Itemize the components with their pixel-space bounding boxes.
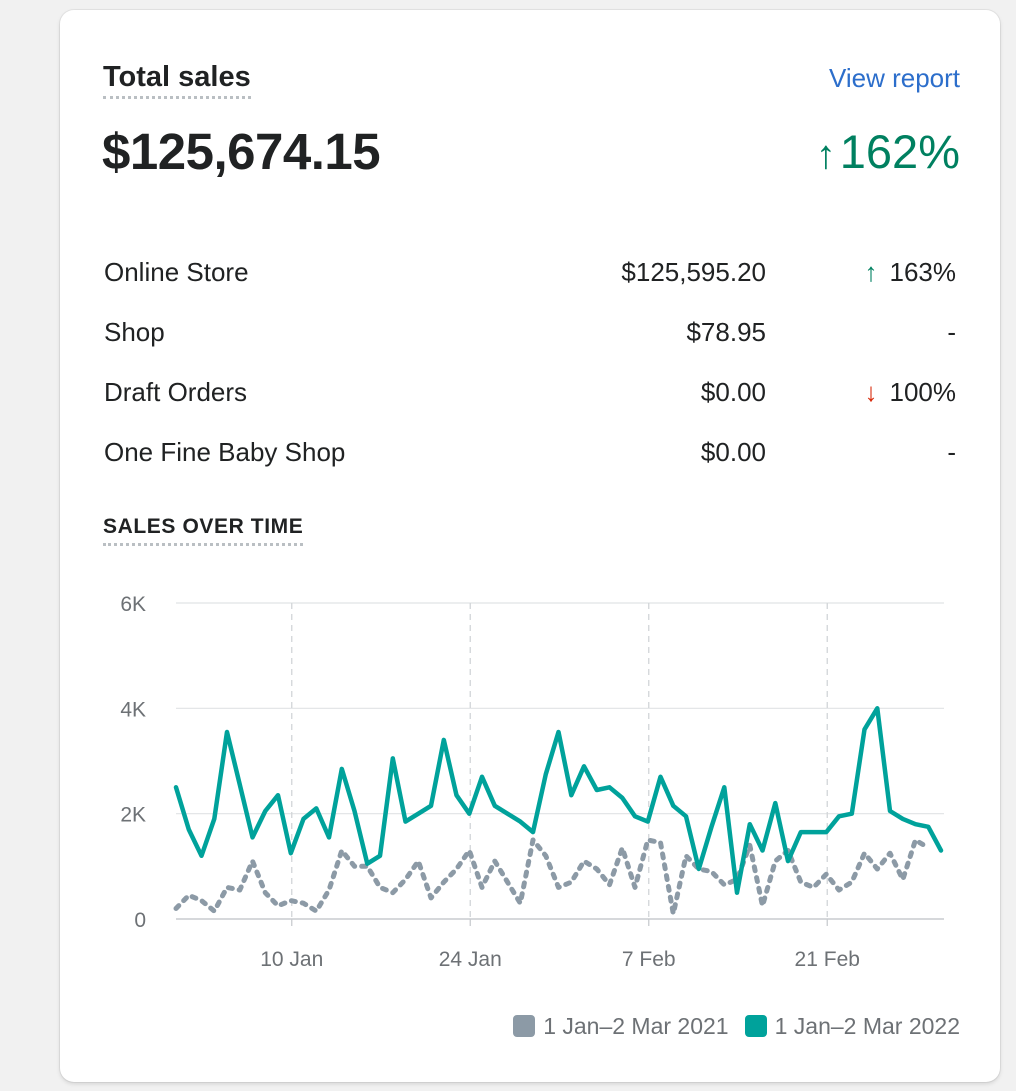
legend-item-previous[interactable]: 1 Jan–2 Mar 2021 [513, 1012, 729, 1040]
y-tick-label: 0 [134, 909, 146, 932]
channel-name: Online Store [104, 257, 249, 287]
card-title[interactable]: Total sales [103, 60, 251, 99]
channel-row: Online Store $125,595.20 ↑ 163% [104, 242, 956, 302]
x-tick-label: 10 Jan [260, 948, 323, 971]
channel-value: $78.95 [686, 317, 766, 347]
sales-over-time-chart[interactable]: 0 2K 4K 6K 10 Jan 24 Jan 7 Feb 21 Feb [60, 570, 1000, 1000]
total-sales-card: Total sales View report $125,674.15 ↑162… [60, 10, 1000, 1082]
y-tick-label: 2K [120, 804, 146, 827]
channel-row: One Fine Baby Shop $0.00 - [104, 422, 956, 482]
legend-label-current: 1 Jan–2 Mar 2022 [774, 1013, 960, 1039]
view-report-link[interactable]: View report [828, 63, 960, 93]
channel-change-value: 163% [889, 257, 957, 287]
x-tick-label: 21 Feb [795, 948, 860, 971]
channel-row: Shop $78.95 - [104, 302, 956, 362]
y-tick-label: 4K [120, 698, 146, 721]
arrow-up-icon: ↑ [815, 133, 836, 177]
channel-change: ↓ 100% [865, 362, 957, 422]
legend-swatch-previous [513, 1015, 536, 1037]
arrow-down-icon: ↓ [864, 377, 878, 407]
legend-label-previous: 1 Jan–2 Mar 2021 [543, 1013, 729, 1039]
x-tick-label: 24 Jan [439, 948, 502, 971]
legend-swatch-current [744, 1015, 767, 1037]
channel-change-value: - [947, 437, 956, 467]
channel-name: One Fine Baby Shop [104, 437, 346, 467]
legend-item-current[interactable]: 1 Jan–2 Mar 2022 [744, 1012, 960, 1040]
channel-change-value: 100% [889, 377, 957, 407]
series-line-current[interactable] [173, 706, 944, 895]
x-tick-label: 7 Feb [622, 948, 676, 971]
total-change: ↑162% [816, 122, 960, 185]
series-line-previous[interactable] [173, 837, 931, 917]
channel-value: $125,595.20 [621, 257, 766, 287]
channel-name: Shop [104, 317, 165, 347]
channel-row: Draft Orders $0.00 ↓ 100% [104, 362, 956, 422]
channel-list: Online Store $125,595.20 ↑ 163% Shop $78.… [104, 242, 956, 482]
y-tick-label: 6K [120, 593, 146, 616]
chart-title[interactable]: SALES OVER TIME [103, 514, 304, 546]
channel-change: ↑ 163% [865, 242, 957, 302]
channel-change-value: - [947, 317, 956, 347]
channel-value: $0.00 [700, 377, 766, 407]
total-change-value: 162% [839, 125, 960, 178]
channel-value: $0.00 [700, 437, 766, 467]
chart-legend: 1 Jan–2 Mar 2021 1 Jan–2 Mar 2022 [497, 1012, 960, 1040]
total-sales-value: $125,674.15 [102, 123, 381, 180]
arrow-up-icon: ↑ [864, 257, 878, 287]
channel-name: Draft Orders [104, 377, 248, 407]
